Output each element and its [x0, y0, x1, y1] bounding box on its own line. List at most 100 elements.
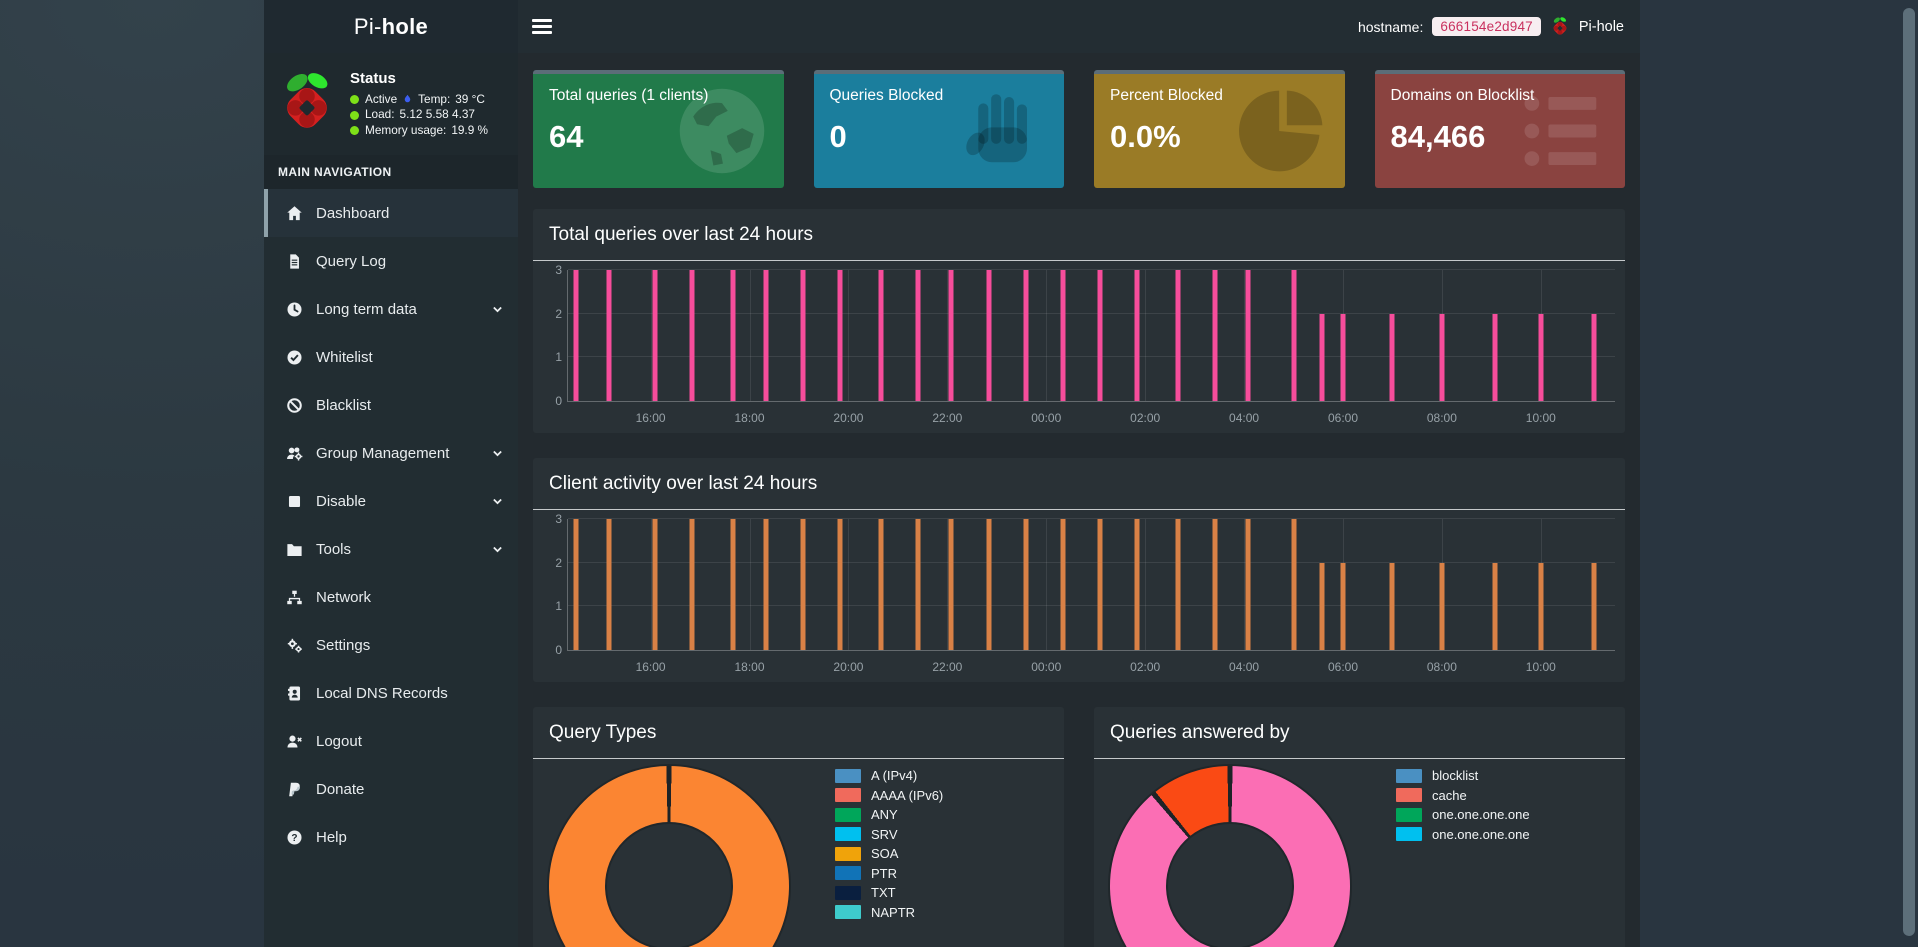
chart-title: Query Types [533, 707, 1064, 759]
client-activity-bar-chart: 0 1 2 3 16:00 18:00 20:00 22:00 00:00 02:00 04:00 0… [533, 510, 1625, 682]
status-panel: Status Active Temp: 39 °C Lo [264, 53, 518, 155]
box-queries-answered-by: Queries answered by blocklist cache one.… [1094, 707, 1625, 947]
box-total-queries-chart: Total queries over last 24 hours 0 1 2 3 16:… [533, 209, 1625, 433]
sidebar-item-local-dns-records[interactable]: Local DNS Records [264, 669, 518, 717]
card-total-queries: Total queries (1 clients) 64 [533, 70, 784, 188]
legend-item[interactable]: A (IPv4) [835, 768, 943, 783]
sidebar-item-donate[interactable]: Donate [264, 765, 518, 813]
status-dot [350, 95, 359, 104]
sidebar-item-dashboard[interactable]: Dashboard [264, 189, 518, 237]
legend-swatch [835, 827, 861, 841]
hostname-badge: 666154e2d947 [1432, 17, 1541, 36]
browser-scrollbar-thumb[interactable] [1903, 8, 1915, 936]
chart-title: Queries answered by [1094, 707, 1625, 759]
pie-chart-icon [1238, 90, 1322, 172]
raspberry-icon [1553, 16, 1567, 35]
sidebar-item-group-management[interactable]: Group Management [264, 429, 518, 477]
legend-item[interactable]: blocklist [1396, 768, 1530, 783]
users-gear-icon [287, 446, 303, 461]
legend-item[interactable]: one.one.one.one [1396, 827, 1530, 842]
status-line-active: Active Temp: 39 °C [350, 92, 488, 108]
dashboard-content: Total queries (1 clients) 64 Queries Blo… [518, 53, 1640, 947]
navbar-body: hostname: 666154e2d947 Pi-hole [518, 0, 1640, 53]
sidebar-item-settings[interactable]: Settings [264, 621, 518, 669]
status-line-memory: Memory usage: 19.9 % [350, 123, 488, 139]
donut-row: Query Types A (IPv4) AAAA (IPv6) ANY SRV… [533, 707, 1625, 947]
sidebar-item-disable[interactable]: Disable [264, 477, 518, 525]
chart-title: Total queries over last 24 hours [533, 209, 1625, 261]
legend-item[interactable]: cache [1396, 788, 1530, 803]
status-dot [350, 110, 359, 120]
status-block: Status Active Temp: 39 °C Lo [350, 70, 488, 139]
chevron-down-icon [493, 498, 502, 504]
logo[interactable]: Pi-hole [264, 0, 518, 53]
status-dot [350, 126, 359, 135]
card-queries-blocked: Queries Blocked 0 [813, 70, 1064, 188]
card-percent-blocked: Percent Blocked 0.0% [1094, 70, 1345, 188]
queries-answered-by-legend: blocklist cache one.one.one.one one.one.… [1396, 764, 1530, 947]
legend-item[interactable]: SOA [835, 846, 943, 861]
legend-swatch [835, 866, 861, 880]
status-line-load: Load: 5.12 5.58 4.37 [350, 107, 488, 123]
sidebar-item-blacklist[interactable]: Blacklist [264, 381, 518, 429]
sidebar-item-tools[interactable]: Tools [264, 525, 518, 573]
svg-text:?: ? [291, 832, 297, 843]
legend-swatch [835, 788, 861, 802]
query-types-legend: A (IPv4) AAAA (IPv6) ANY SRV SOA PTR TXT… [835, 764, 943, 947]
pihole-logo-icon [287, 73, 328, 128]
question-circle-icon: ? [287, 829, 302, 845]
queries-answered-by-donut-chart [1108, 764, 1352, 947]
summary-cards: Total queries (1 clients) 64 Queries Blo… [533, 70, 1625, 188]
legend-swatch [835, 768, 861, 783]
legend-item[interactable]: AAAA (IPv6) [835, 788, 943, 803]
folder-icon [287, 543, 302, 556]
sidebar-item-logout[interactable]: Logout [264, 717, 518, 765]
legend-swatch [1396, 788, 1422, 802]
hand-icon [966, 94, 1027, 163]
ban-icon [287, 397, 302, 413]
legend-swatch [835, 846, 861, 861]
sidebar-item-long-term-data[interactable]: Long term data [264, 285, 518, 333]
chevron-down-icon [493, 546, 502, 552]
legend-item[interactable]: one.one.one.one [1396, 807, 1530, 822]
legend-item[interactable]: NAPTR [835, 905, 943, 920]
legend-swatch [1396, 827, 1422, 841]
sidebar-menu: Dashboard Query Log Long term data White… [264, 189, 518, 861]
chart-title: Client activity over last 24 hours [533, 458, 1625, 510]
globe-icon [679, 88, 764, 174]
status-title: Status [350, 69, 396, 87]
sidebar-toggle-button[interactable] [518, 0, 566, 53]
legend-swatch [835, 807, 861, 822]
query-types-donut-chart [547, 764, 791, 947]
sidebar-item-help[interactable]: ? Help [264, 813, 518, 861]
brand-menu[interactable]: Pi-hole [1578, 18, 1624, 35]
home-icon [287, 205, 302, 220]
temperature-flame-icon [404, 94, 411, 103]
gears-icon [287, 638, 302, 653]
top-navbar: Pi-hole hostname: 666154e2d947 Pi-hole [264, 0, 1640, 53]
legend-item[interactable]: PTR [835, 866, 943, 881]
sidebar-item-network[interactable]: Network [264, 573, 518, 621]
legend-swatch [1396, 768, 1422, 783]
pihole-admin-page: Pi-hole hostname: 666154e2d947 Pi-hole [264, 0, 1640, 947]
list-icon [1524, 96, 1597, 166]
legend-item[interactable]: TXT [835, 885, 943, 900]
legend-swatch [835, 905, 861, 919]
sitemap-icon [287, 590, 302, 604]
plot-area: 0 1 2 3 16:00 18:00 20:00 22:00 00:00 02:00 04:00 0… [555, 512, 1615, 674]
sidebar-item-query-log[interactable]: Query Log [264, 237, 518, 285]
legend-item[interactable]: ANY [835, 807, 943, 822]
logo-prefix: Pi- [353, 13, 382, 39]
plot-area: 0 1 2 3 16:00 18:00 20:00 22:00 00:00 02:00 04:00 0… [555, 263, 1615, 425]
legend-item[interactable]: SRV [835, 827, 943, 842]
check-circle-icon [287, 349, 302, 365]
user-logout-icon [287, 735, 302, 747]
chevron-down-icon [493, 450, 502, 456]
navbar-right: hostname: 666154e2d947 Pi-hole [1358, 16, 1640, 38]
sidebar-item-whitelist[interactable]: Whitelist [264, 333, 518, 381]
hostname-label: hostname: [1357, 18, 1424, 35]
address-book-icon [288, 685, 301, 701]
file-icon [290, 253, 299, 269]
